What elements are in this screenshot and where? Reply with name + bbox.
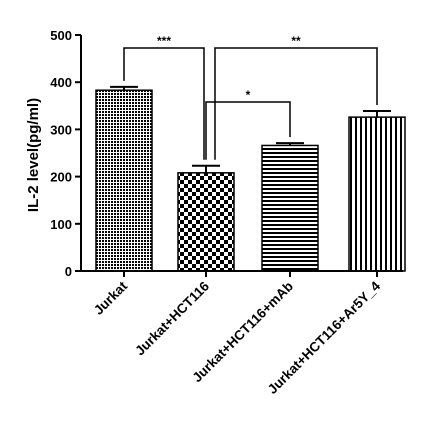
bar bbox=[177, 172, 235, 272]
y-tick-label: 400 bbox=[50, 75, 72, 90]
significance-bracket bbox=[205, 101, 291, 160]
y-tick-label: 300 bbox=[50, 122, 72, 137]
y-tick-label: 100 bbox=[50, 217, 72, 232]
x-category-label: Jurkat+HCT116 bbox=[132, 278, 212, 358]
bar bbox=[95, 89, 153, 272]
significance-bracket bbox=[123, 47, 205, 160]
x-category-label: Jurkat bbox=[91, 278, 131, 318]
bar bbox=[261, 144, 319, 272]
bar bbox=[348, 116, 406, 272]
y-axis-label: IL-2 level(pg/ml) bbox=[25, 98, 42, 212]
y-tick-label: 500 bbox=[50, 28, 72, 43]
significance-label: *** bbox=[157, 34, 171, 48]
y-tick-label: 200 bbox=[50, 170, 72, 185]
significance-bracket bbox=[214, 47, 378, 160]
significance-label: ** bbox=[291, 34, 301, 48]
y-tick-label: 0 bbox=[65, 264, 72, 279]
significance-label: * bbox=[246, 88, 251, 102]
